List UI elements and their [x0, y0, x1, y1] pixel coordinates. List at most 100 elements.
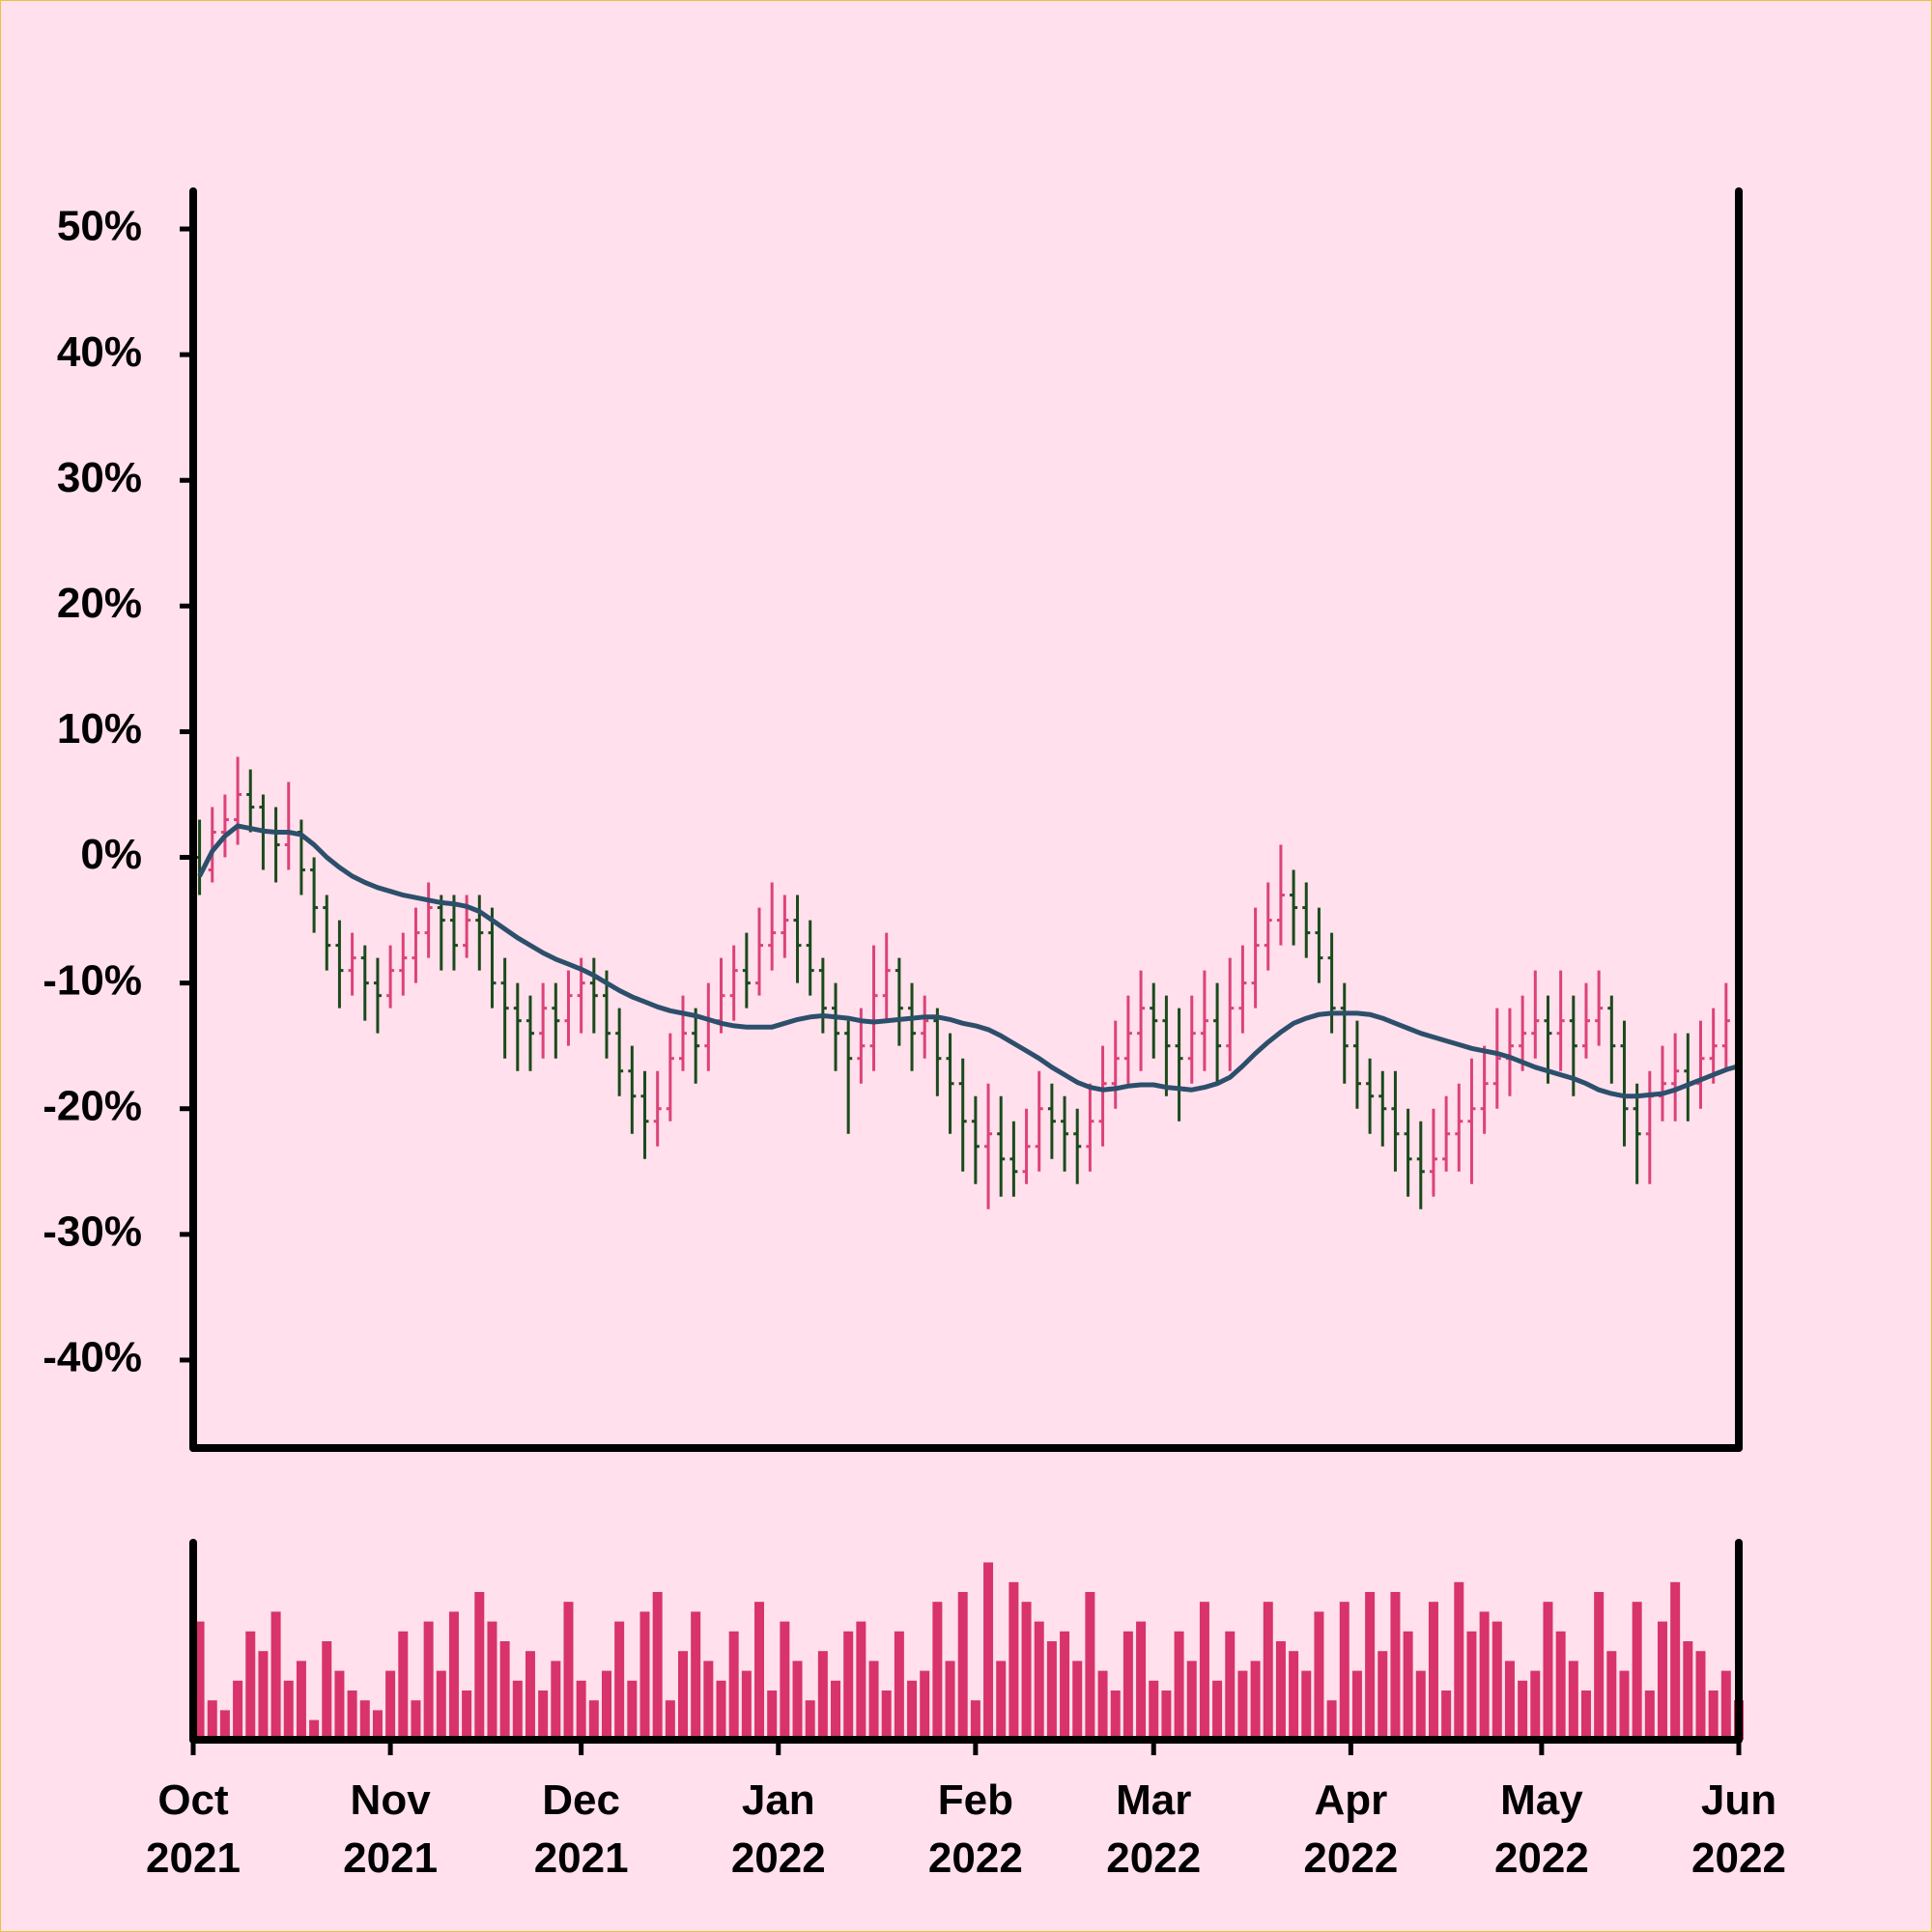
volume-bar	[1580, 1690, 1591, 1740]
volume-bar	[932, 1602, 943, 1740]
ohlc-bar	[564, 970, 573, 1046]
volume-bar	[1174, 1631, 1184, 1740]
volume-bar	[258, 1651, 269, 1740]
volume-bar	[296, 1661, 306, 1740]
ohlc-bar	[360, 945, 369, 1021]
ohlc-bar	[1684, 1033, 1692, 1122]
volume-bar	[652, 1592, 663, 1740]
ohlc-bar	[449, 895, 458, 971]
ohlc-bar	[806, 920, 814, 996]
ohlc-bar	[335, 920, 344, 1009]
volume-bar	[780, 1621, 790, 1740]
ohlc-bar	[297, 819, 305, 895]
volume-bar	[983, 1562, 994, 1740]
ohlc-bar	[310, 857, 319, 933]
volume-bar	[970, 1700, 980, 1740]
volume-bar	[665, 1700, 675, 1740]
ohlc-bar	[1595, 970, 1604, 1046]
volume-bar	[741, 1670, 752, 1740]
ohlc-bar	[882, 932, 891, 1021]
volume-bar	[1568, 1661, 1578, 1740]
ohlc-bar	[653, 1070, 662, 1147]
volume-bar	[1632, 1602, 1642, 1740]
volume-bar	[957, 1592, 968, 1740]
ohlc-bar	[908, 982, 917, 1071]
volume-bar	[1606, 1651, 1617, 1740]
volume-bar	[1428, 1602, 1438, 1740]
volume-bar	[1250, 1661, 1261, 1740]
ohlc-bar	[640, 1070, 649, 1159]
ohlc-bar	[1200, 970, 1208, 1071]
ohlc-bar	[1123, 995, 1132, 1084]
x-tick-label: Mar 2022	[1106, 1776, 1201, 1882]
ohlc-bar	[1150, 982, 1158, 1059]
ohlc-bar	[246, 769, 255, 833]
ohlc-bar	[1455, 1083, 1463, 1172]
volume-bar	[1695, 1651, 1706, 1740]
volume-bar	[1225, 1631, 1236, 1740]
volume-bar	[601, 1670, 611, 1740]
ohlc-bar	[424, 882, 433, 958]
volume-bar	[551, 1661, 561, 1740]
volume-bar	[1186, 1661, 1197, 1740]
volume-bar	[372, 1710, 383, 1740]
volume-bar	[945, 1661, 955, 1740]
ohlc-bar	[768, 882, 777, 971]
ohlc-bar	[1086, 1083, 1094, 1172]
ohlc-bar	[1556, 970, 1565, 1071]
ohlc-bar	[971, 1095, 980, 1184]
x-tick-label: Jun 2022	[1691, 1776, 1786, 1882]
volume-bar	[1657, 1621, 1667, 1740]
ohlc-bar	[412, 907, 420, 983]
ohlc-bar	[526, 995, 534, 1071]
volume-bar	[627, 1680, 638, 1740]
volume-bar	[1085, 1592, 1095, 1740]
volume-bar	[1009, 1581, 1019, 1740]
ohlc-bar	[1315, 907, 1323, 983]
volume-bar	[691, 1611, 701, 1740]
ohlc-bar	[500, 957, 509, 1059]
volume-bar	[1021, 1602, 1032, 1740]
ohlc-bar	[1645, 1070, 1654, 1184]
ohlc-bar	[1022, 1108, 1031, 1184]
volume-bar	[1149, 1680, 1159, 1740]
volume-bar	[1301, 1670, 1312, 1740]
volume-bar	[1644, 1690, 1655, 1740]
x-tick-label: Nov 2021	[343, 1776, 438, 1882]
ohlc-bar	[729, 945, 738, 1021]
volume-bar	[411, 1700, 421, 1740]
volume-bar	[1720, 1670, 1731, 1740]
volume-bar	[1479, 1611, 1490, 1740]
ohlc-bar	[1073, 1108, 1082, 1184]
ohlc-bar	[1442, 1095, 1451, 1172]
ohlc-bar	[1620, 1020, 1629, 1147]
volume-bar	[1466, 1631, 1477, 1740]
volume-bar	[614, 1621, 625, 1740]
ohlc-bar	[704, 982, 713, 1071]
ohlc-bar	[1111, 1020, 1120, 1109]
volume-bar	[805, 1700, 815, 1740]
volume-bar	[359, 1700, 370, 1740]
volume-bar	[474, 1592, 485, 1740]
volume-bar	[716, 1680, 726, 1740]
ohlc-bar	[373, 957, 382, 1034]
ohlc-bar	[869, 945, 878, 1071]
ohlc-bar	[1327, 932, 1336, 1034]
volume-bar	[1619, 1670, 1630, 1740]
volume-bar	[817, 1651, 828, 1740]
ohlc-bar	[1264, 882, 1272, 971]
volume-bar	[448, 1611, 459, 1740]
ohlc-bar	[984, 1083, 993, 1209]
volume-bar	[1365, 1592, 1376, 1740]
volume-bar	[1518, 1680, 1528, 1740]
ohlc-bar	[895, 957, 903, 1046]
ohlc-bar	[437, 895, 445, 971]
volume-bar	[1110, 1690, 1121, 1740]
volume-bar	[538, 1690, 549, 1740]
ohlc-bar	[742, 932, 751, 1009]
x-tick-label: Oct 2021	[146, 1776, 241, 1882]
volume-bar	[1314, 1611, 1324, 1740]
volume-bar	[843, 1631, 854, 1740]
volume-bar	[1492, 1621, 1502, 1740]
